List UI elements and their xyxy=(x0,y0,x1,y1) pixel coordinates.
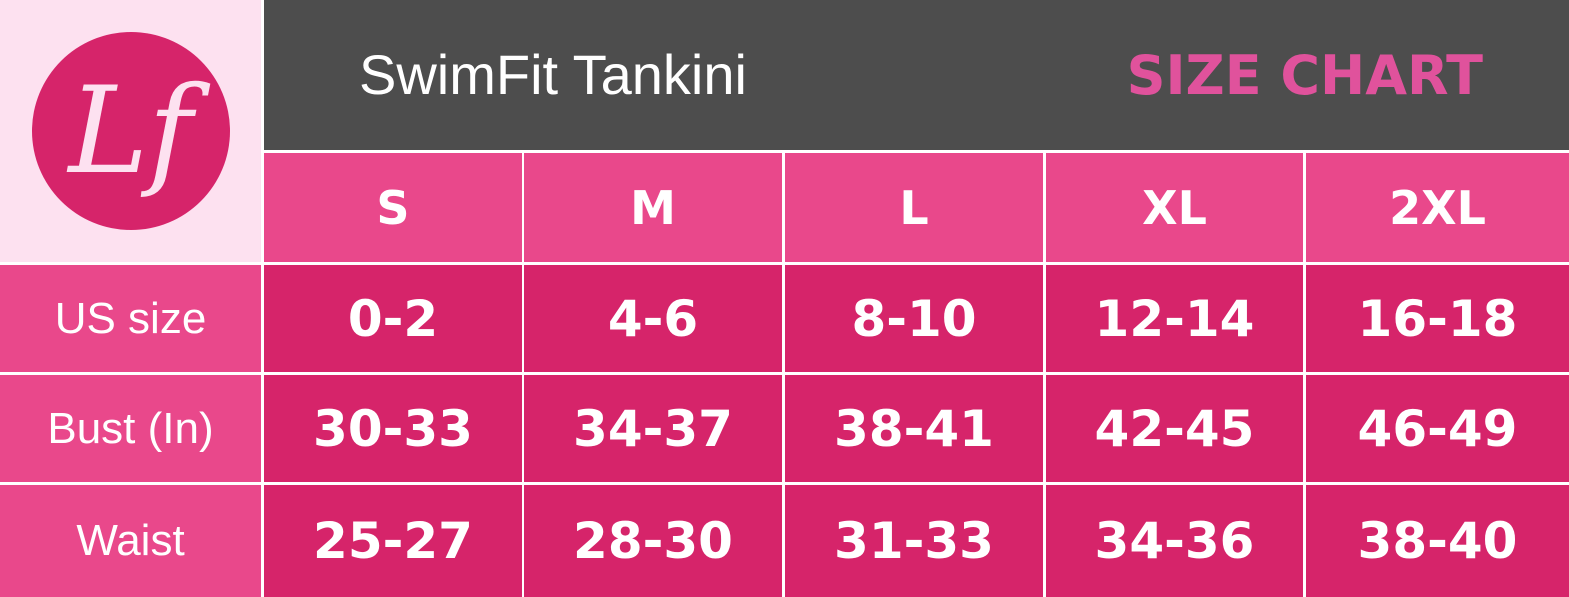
size-value: 38-40 xyxy=(1306,485,1569,597)
size-value: 28-30 xyxy=(524,485,782,597)
size-value: 16-18 xyxy=(1306,265,1569,372)
logo-cell: Lf xyxy=(0,0,261,262)
size-value: 4-6 xyxy=(524,265,782,372)
size-value: 8-10 xyxy=(785,265,1043,372)
column-header: S xyxy=(264,153,522,262)
row-label: US size xyxy=(0,265,261,372)
size-value: 46-49 xyxy=(1306,375,1569,482)
column-header: 2XL xyxy=(1306,153,1569,262)
column-header: L xyxy=(785,153,1043,262)
size-value: 34-37 xyxy=(524,375,782,482)
size-value: 12-14 xyxy=(1046,265,1303,372)
title: SwimFit Tankini xyxy=(359,43,747,106)
logo: Lf xyxy=(31,32,230,230)
size-value: 25-27 xyxy=(264,485,522,597)
column-header: XL xyxy=(1046,153,1303,262)
size-value: 30-33 xyxy=(264,375,522,482)
row-label: Waist xyxy=(0,485,261,597)
subtitle: SIZE CHART xyxy=(1126,44,1483,107)
size-value: 0-2 xyxy=(264,265,522,372)
size-value: 42-45 xyxy=(1046,375,1303,482)
size-value: 34-36 xyxy=(1046,485,1303,597)
size-value: 31-33 xyxy=(785,485,1043,597)
size-value: 38-41 xyxy=(785,375,1043,482)
header-bar: SwimFit Tankini SIZE CHART xyxy=(264,0,1569,150)
row-label: Bust (In) xyxy=(0,375,261,482)
column-header: M xyxy=(524,153,782,262)
